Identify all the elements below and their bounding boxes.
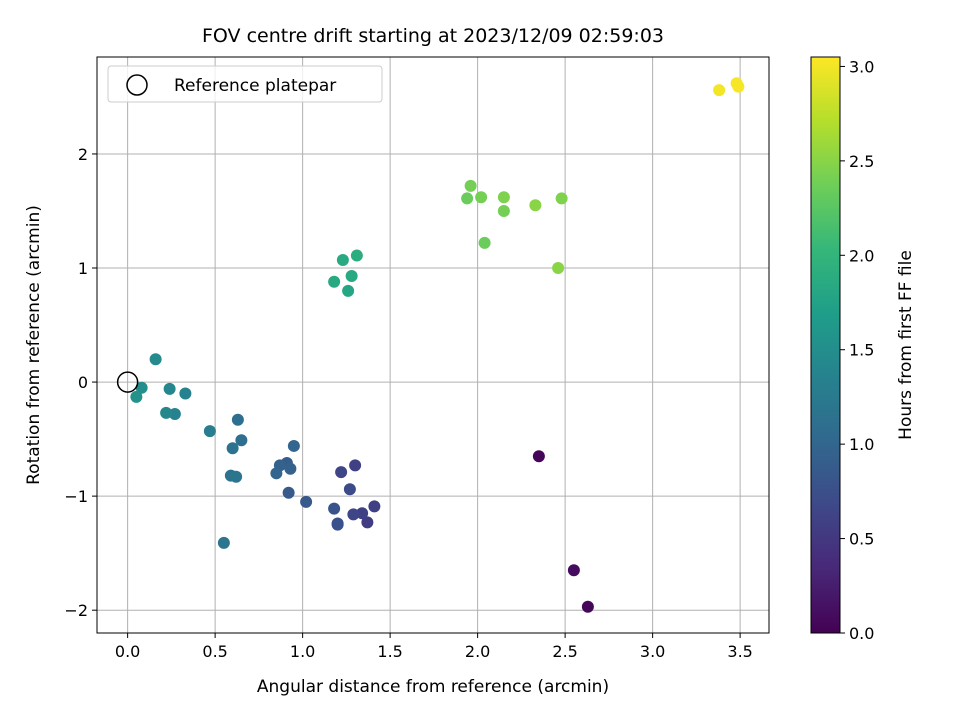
data-point [497,191,510,204]
y-gridlines [97,153,769,611]
y-tick-label: 1 [78,259,88,278]
plot-area: 0.0 0.5 1.0 1.5 2.0 2.5 3.0 3.5 −2 −1 0 1 2 [64,56,770,661]
x-axis-label: Angular distance from reference (arcmin) [257,677,609,697]
colorbar-tick-label: 0.5 [849,530,874,549]
data-point [567,564,580,577]
data-point [287,439,300,452]
data-point [160,406,173,419]
data-point [270,467,283,480]
data-point [335,466,348,479]
colorbar-tick-label: 1.0 [849,435,874,454]
x-tick-label: 2.0 [465,642,490,661]
data-point [347,508,360,521]
legend-entry-reference: Reference platepar [174,76,336,96]
data-point [529,199,542,212]
data-point [356,507,369,520]
data-point [732,80,745,93]
y-axis-ticks: −2 −1 0 1 2 [64,145,97,620]
y-tick-label: −1 [64,487,88,506]
data-point [350,249,363,262]
data-point [461,192,474,205]
data-point [464,179,477,192]
x-tick-label: 2.5 [552,642,577,661]
data-point [328,275,341,288]
data-point [300,495,313,508]
data-point [149,353,162,366]
data-point [555,192,568,205]
y-tick-label: 0 [78,373,88,392]
data-point [135,381,148,394]
data-point [235,434,248,447]
legend: Reference platepar [107,65,383,103]
legend-box [107,65,383,103]
x-tick-label: 3.5 [727,642,752,661]
reference-point [116,371,139,393]
legend-reference-marker [126,74,148,96]
colorbar-label: Hours from first FF file [896,250,916,440]
data-point [130,390,143,403]
data-point [331,518,344,531]
data-point [217,536,230,549]
data-point [163,382,176,395]
data-point [284,462,297,475]
data-point [368,500,381,513]
data-point [581,600,594,613]
data-point [478,236,491,249]
y-tick-label: −2 [64,601,88,620]
x-gridlines [127,57,741,633]
data-point [342,284,355,297]
x-tick-label: 0.5 [202,642,227,661]
data-point [475,191,488,204]
data-point [343,483,356,496]
data-point [168,408,181,421]
data-point [345,269,358,282]
data-point [203,425,216,438]
colorbar-tick-label: 2.0 [849,246,874,265]
data-point [179,387,192,400]
data-point [336,254,349,267]
data-point [349,459,362,472]
colorbar-tick-label: 2.5 [849,152,874,171]
x-tick-label: 0.0 [115,642,140,661]
y-tick-label: 2 [78,145,88,164]
scatter-points [130,77,745,613]
reference-marker [116,371,139,393]
data-point [328,502,341,515]
y-axis-label: Rotation from reference (arcmin) [24,205,44,485]
colorbar-tick-label: 0.0 [849,624,874,643]
colorbar-ticks: 0.0 0.5 1.0 1.5 2.0 2.5 3.0 [840,57,874,643]
colorbar-tick-label: 3.0 [849,57,874,76]
x-tick-label: 1.5 [377,642,402,661]
axes-frame [96,56,770,634]
data-point [282,486,295,499]
chart-title: FOV centre drift starting at 2023/12/09 … [202,25,664,47]
data-point [532,450,545,463]
data-point [497,204,510,217]
x-tick-label: 1.0 [290,642,315,661]
colorbar-tick-label: 1.5 [849,341,874,360]
x-axis-ticks: 0.0 0.5 1.0 1.5 2.0 2.5 3.0 3.5 [115,633,753,661]
data-point [230,470,243,483]
data-point [231,413,244,426]
data-point [713,84,726,97]
data-point [361,516,374,529]
colorbar-gradient [810,56,841,634]
data-point [226,442,239,455]
colorbar: 0.0 0.5 1.0 1.5 2.0 2.5 3.0 Hours from first F… [810,56,916,643]
x-tick-label: 3.0 [640,642,665,661]
data-point [552,262,565,275]
